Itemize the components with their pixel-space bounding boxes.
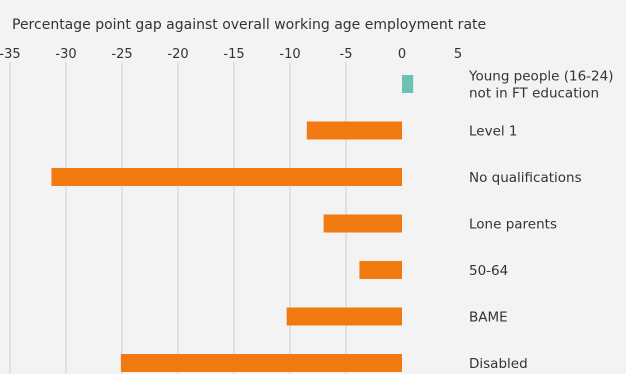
bar (51, 168, 402, 186)
x-tick-label: -35 (0, 47, 21, 62)
category-label: Young people (16-24) not in FT education (468, 69, 614, 102)
bar-layer (51, 75, 414, 372)
bar (359, 261, 402, 279)
x-tick-label: 5 (454, 47, 462, 62)
category-label-line: 50-64 (469, 263, 508, 279)
x-tick-label: -15 (223, 47, 244, 62)
category-label: No qualifications (469, 170, 582, 186)
category-label-line: Disabled (469, 356, 528, 372)
x-tick-label: -30 (55, 47, 76, 62)
category-label-line: Lone parents (469, 217, 557, 233)
category-label: Lone parents (469, 217, 557, 233)
x-tick-label: -25 (111, 47, 132, 62)
bar (120, 354, 402, 372)
category-label: Disabled (469, 356, 528, 372)
category-label-line: Young people (16-24) (468, 69, 614, 85)
grid-layer (9, 62, 347, 374)
category-label-layer: Young people (16-24) not in FT education L… (468, 69, 614, 373)
category-label: BAME (469, 310, 508, 326)
chart-title: Percentage point gap against overall wor… (12, 17, 486, 33)
category-label: Level 1 (469, 124, 518, 140)
bar (402, 75, 414, 93)
category-label-line: No qualifications (469, 170, 582, 186)
x-tick-label: -20 (167, 47, 188, 62)
bar (323, 214, 402, 233)
tick-layer: -35 -30 -25 -20 -15 -10 -5 0 5 (0, 47, 462, 62)
x-tick-label: 0 (398, 47, 406, 62)
bar (306, 121, 402, 140)
bar (286, 307, 402, 326)
category-label: 50-64 (469, 263, 508, 279)
category-label-line: Level 1 (469, 124, 518, 140)
category-label-line: BAME (469, 310, 508, 326)
x-tick-label: -10 (279, 47, 300, 62)
category-label-line: not in FT education (469, 86, 599, 102)
x-tick-label: -5 (340, 47, 353, 62)
